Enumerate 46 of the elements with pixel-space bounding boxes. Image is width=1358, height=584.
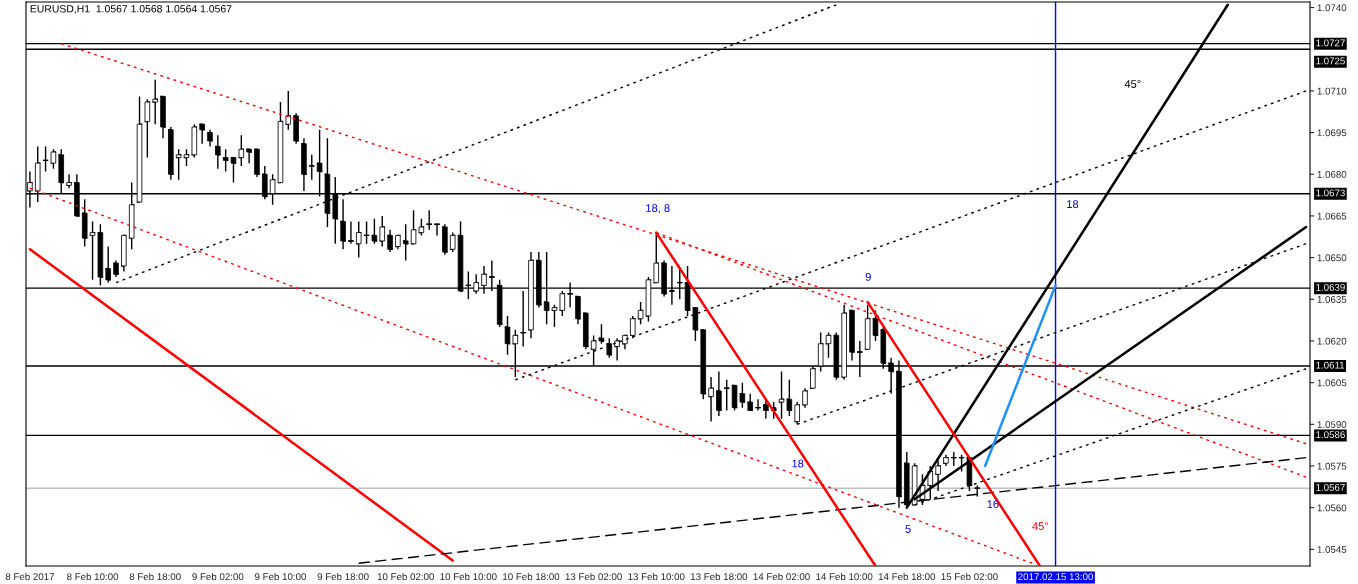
y-tick-label: 1.0560 <box>1317 504 1347 512</box>
x-tick-label: 14 Feb 02:00 <box>753 572 810 581</box>
y-tick-label: 1.0590 <box>1317 421 1347 428</box>
x-tick-label: 15 Feb 02:00 <box>941 572 998 581</box>
x-tick-label: 13 Feb 18:00 <box>690 572 748 581</box>
annotation: 18 <box>792 459 804 468</box>
y-tick-label: 1.0680 <box>1317 170 1347 178</box>
x-tick-label: 9 Feb 10:00 <box>254 572 307 581</box>
x-tick-label: 10 Feb 18:00 <box>503 572 560 581</box>
x-tick-label: 10 Feb 02:00 <box>377 572 434 581</box>
annotation: 5 <box>905 525 911 533</box>
legend-label: 1.0725 <box>1316 57 1345 65</box>
annotation: 18 <box>1067 200 1079 209</box>
annotation: 45° <box>1124 80 1141 88</box>
y-tick-label: 1.0605 <box>1317 379 1347 387</box>
y-tick-label: 1.0740 <box>1317 4 1347 12</box>
y-tick-label: 1.0575 <box>1317 462 1347 470</box>
y-tick-label: 1.0635 <box>1317 296 1347 303</box>
ref-line-label: 1.0611 <box>1316 361 1345 369</box>
ref-line-label: 1.0639 <box>1316 283 1345 291</box>
ref-line-label: 1.0673 <box>1316 189 1345 197</box>
x-tick-label: 13 Feb 02:00 <box>565 572 622 581</box>
ref-line-label: 1.0586 <box>1316 431 1345 439</box>
ref-line-label: 1.0567 <box>1316 483 1345 491</box>
x-tick-label: 8 Feb 2017 <box>5 572 55 581</box>
y-tick-label: 1.0710 <box>1317 87 1347 95</box>
ref-line-label: 1.0727 <box>1316 39 1345 47</box>
x-tick-label: 9 Feb 18:00 <box>317 572 369 581</box>
y-tick-label: 1.0665 <box>1317 212 1347 220</box>
x-tick-label: 14 Feb 18:00 <box>878 572 936 581</box>
x-tick-label: 13 Feb 10:00 <box>628 572 685 581</box>
y-tick-label: 1.0545 <box>1317 546 1347 553</box>
x-tick-label: 2017.02.15 13:00 <box>1018 573 1094 581</box>
y-tick-label: 1.0695 <box>1317 129 1347 137</box>
chart-title: EURUSD,H1 1.0567 1.0568 1.0564 1.0567 <box>30 5 232 14</box>
y-tick-label: 1.0620 <box>1317 337 1347 345</box>
x-tick-label: 8 Feb 18:00 <box>129 572 181 581</box>
annotation: 18, 8 <box>646 204 670 214</box>
y-tick-label: 1.0650 <box>1317 254 1347 262</box>
x-tick-label: 14 Feb 10:00 <box>816 572 873 581</box>
x-tick-label: 9 Feb 02:00 <box>192 572 244 581</box>
x-tick-label: 8 Feb 10:00 <box>67 572 119 581</box>
annotation: 9 <box>865 272 871 281</box>
annotation: 45° <box>1032 522 1049 531</box>
annotation: 16 <box>987 500 999 509</box>
x-tick-label: 10 Feb 10:00 <box>440 572 497 581</box>
